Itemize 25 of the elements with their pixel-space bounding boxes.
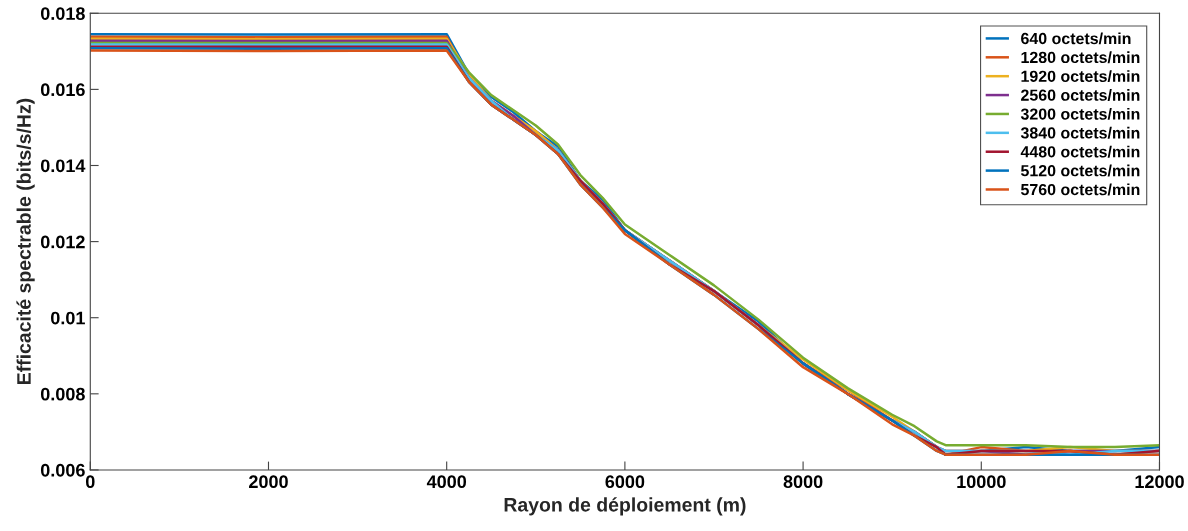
legend-label: 1920 octets/min [1021, 70, 1140, 83]
y-tick-label: 0.018 [40, 7, 85, 20]
x-tick-label: 12000 [1135, 475, 1184, 489]
y-tick-label: 0.014 [40, 159, 86, 173]
legend-label: 3200 octets/min [1020, 107, 1140, 120]
y-tick-label: 0.01 [51, 311, 85, 325]
legend-label: 5760 octets/min [1020, 183, 1140, 196]
y-tick-label: 0.016 [40, 83, 85, 97]
x-axis-title: Rayon de déploiement (m) [504, 497, 746, 516]
legend-label: 4480 octets/min [1020, 145, 1140, 158]
legend-label: 3840 octets/min [1020, 126, 1140, 139]
y-tick-label: 0.006 [40, 463, 85, 477]
x-tick-label: 8000 [783, 475, 823, 489]
legend-label: 1280 octets/min [1021, 51, 1140, 64]
legend-label: 2560 octets/min [1021, 89, 1140, 101]
x-tick-label: 4000 [426, 475, 467, 489]
x-tick-label: 0 [85, 475, 95, 489]
x-tick-label: 6000 [605, 475, 645, 489]
y-tick-label: 0.008 [40, 387, 85, 401]
x-tick-label: 10000 [957, 475, 1006, 489]
y-axis-title: Efficacité spectrable (bits/s/Hz) [16, 98, 35, 385]
x-tick-label: 2000 [249, 475, 288, 489]
legend-label: 5120 octets/min [1020, 164, 1140, 177]
legend-label: 640 octets/min [1021, 32, 1131, 45]
y-tick-label: 0.012 [40, 235, 85, 249]
